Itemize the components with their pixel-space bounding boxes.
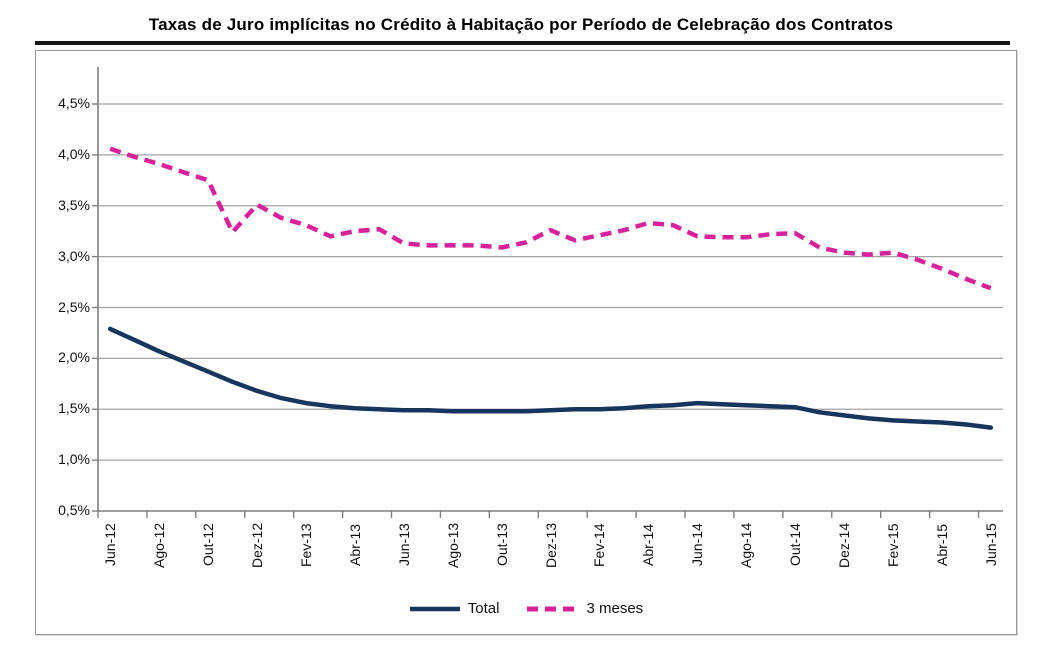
x-axis-label: Dez-13 xyxy=(542,522,559,568)
chart-title: Taxas de Juro implícitas no Crédito à Ha… xyxy=(148,15,894,34)
x-axis-label: Jun-14 xyxy=(689,523,706,567)
x-axis-label: Fev-14 xyxy=(591,523,608,567)
y-axis-label: 1,5% xyxy=(58,400,90,417)
x-axis-label: Jun-13 xyxy=(395,523,412,567)
chart-canvas xyxy=(92,67,1003,518)
legend-label-3meses: 3 meses xyxy=(586,600,644,617)
y-axis-label: 1,0% xyxy=(58,451,90,468)
x-axis-label: Jun-12 xyxy=(102,523,119,567)
x-axis-label: Dez-12 xyxy=(248,522,265,568)
series-line-3-meses xyxy=(109,146,992,291)
x-axis-label: Fev-13 xyxy=(297,523,314,567)
x-axis-label: Ago-13 xyxy=(444,522,461,568)
x-axis-label: Fev-15 xyxy=(884,523,901,567)
3-meses-dashed-line-icon xyxy=(527,606,578,611)
x-axis-label: Out-12 xyxy=(200,523,217,567)
x-axis-label: Ago-12 xyxy=(151,522,168,568)
y-axis-label: 3,0% xyxy=(58,247,90,264)
y-axis-label: 2,5% xyxy=(58,298,90,315)
x-axis-label: Abr-13 xyxy=(346,523,363,567)
legend-label-total: Total xyxy=(467,600,500,617)
y-axis-label: 2,0% xyxy=(58,349,90,366)
chart-figure: 0,5% 1,0% 1,5% 2,0% 2,5% 3,0% 3,5% 4,0% 4,5% Jun… xyxy=(35,50,1017,635)
x-axis-label: Dez-14 xyxy=(836,522,852,568)
legend-item-total: Total xyxy=(409,600,500,617)
total-line-icon xyxy=(409,606,460,611)
y-axis-label: 4,0% xyxy=(58,145,90,162)
x-axis-label: Abr-15 xyxy=(933,523,950,567)
x-axis-label: Out-14 xyxy=(787,523,804,567)
x-axis-label: Abr-14 xyxy=(640,523,657,567)
x-axis-label: Jun-15 xyxy=(982,523,999,567)
x-axis-label: Out-13 xyxy=(493,523,510,567)
series-line-total xyxy=(107,326,994,430)
x-axis-label: Ago-14 xyxy=(738,522,755,568)
title-divider xyxy=(35,41,1010,45)
y-axis-label: 4,5% xyxy=(58,95,90,111)
y-axis-label: 3,5% xyxy=(58,196,90,213)
y-axis-label: 0,5% xyxy=(58,502,90,518)
legend-item-3meses: 3 meses xyxy=(525,600,643,617)
legend: Total 3 meses xyxy=(36,600,1016,617)
